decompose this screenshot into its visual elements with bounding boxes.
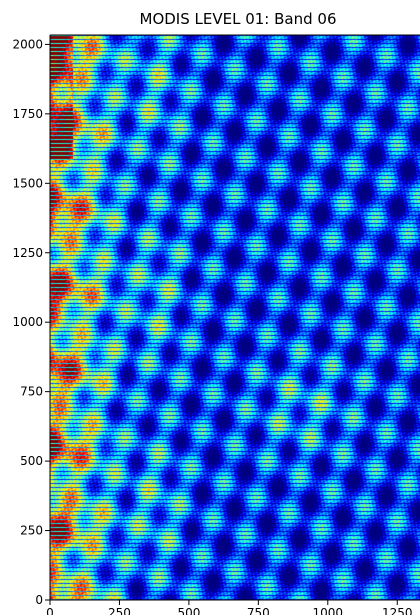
x-tick-label-750: 750 bbox=[247, 606, 270, 615]
y-tick-label-1750: 1750 bbox=[12, 107, 43, 121]
chart-title: MODIS LEVEL 01: Band 06 bbox=[139, 10, 337, 28]
y-tick-label-1500: 1500 bbox=[12, 176, 43, 190]
y-tick-label-500: 500 bbox=[20, 454, 43, 468]
heatmap-image bbox=[50, 35, 420, 600]
y-tick-label-1000: 1000 bbox=[12, 315, 43, 329]
x-tick-label-0: 0 bbox=[46, 606, 54, 615]
x-tick-label-1250: 1250 bbox=[382, 606, 413, 615]
axes: 0 250 500 750 1000 1250 1500 1750 2000 0 250 500 750… bbox=[12, 34, 420, 615]
plot-area bbox=[50, 35, 420, 600]
x-tick-label-1000: 1000 bbox=[313, 606, 344, 615]
y-tick-label-0: 0 bbox=[35, 593, 43, 607]
y-tick-label-250: 250 bbox=[20, 524, 43, 538]
y-tick-label-1250: 1250 bbox=[12, 246, 43, 260]
y-tick-label-750: 750 bbox=[20, 385, 43, 399]
x-tick-label-250: 250 bbox=[108, 606, 131, 615]
y-tick-label-2000: 2000 bbox=[12, 37, 43, 51]
x-tick-label-500: 500 bbox=[177, 606, 200, 615]
